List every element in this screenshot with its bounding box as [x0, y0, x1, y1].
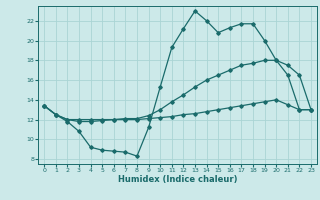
X-axis label: Humidex (Indice chaleur): Humidex (Indice chaleur)	[118, 175, 237, 184]
